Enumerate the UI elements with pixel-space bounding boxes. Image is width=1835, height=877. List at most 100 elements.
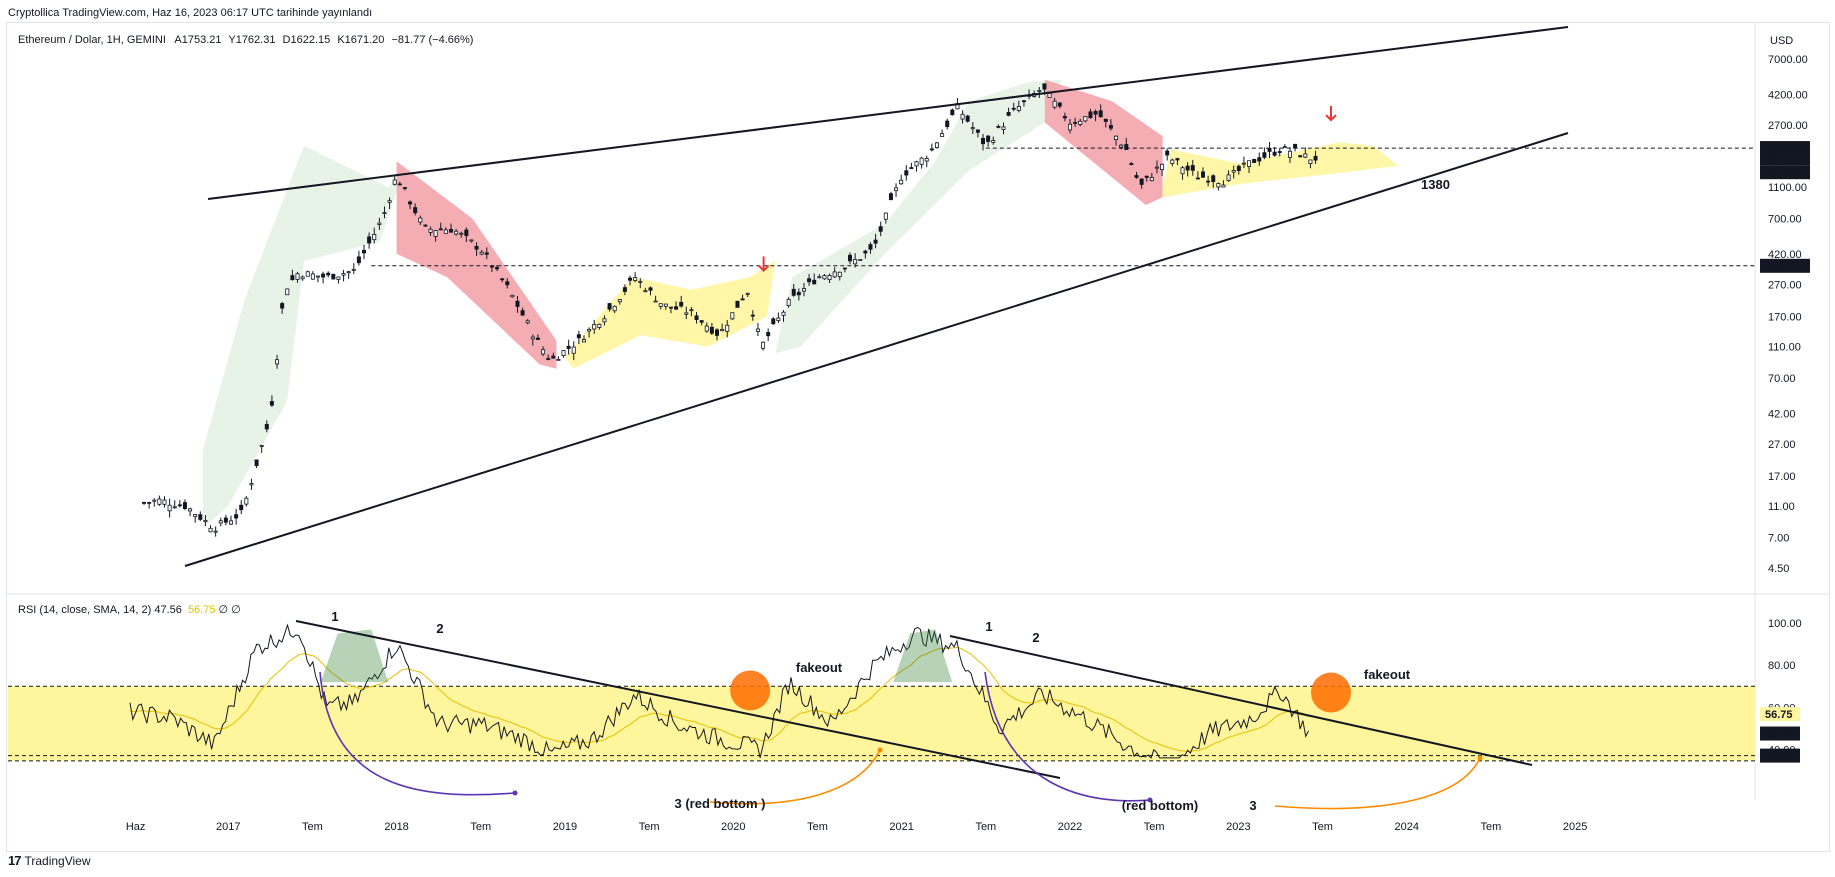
candle-body [382,212,387,214]
candle-body [280,303,285,309]
candle-body [684,312,689,315]
candle-body [1165,150,1170,156]
rsi-badge-label: 47.56 [1765,729,1793,741]
candle-body [1277,151,1282,153]
candle-body [597,323,602,328]
candle-body [167,504,172,512]
candle-body [709,326,714,334]
time-axis-tick: Haz [126,821,146,833]
candle-body [1021,100,1026,103]
candle-body [715,329,720,336]
bull-zone-2021 [775,79,1062,354]
candle-body [193,514,198,517]
candle-body [934,142,939,148]
candle-body [510,294,515,298]
rsi-badge-bg [1760,748,1800,763]
price-badge-4: 353.41 [1760,258,1810,273]
candle-body [720,328,725,332]
candle-body [658,303,663,307]
candle-body [1190,165,1195,171]
curved-arrow-icon-2 [709,747,883,805]
candle-body [1303,153,1308,158]
candle-body [525,320,530,324]
candle-body [218,520,223,524]
candle-body [1114,135,1119,140]
candle-body [566,345,571,349]
footer-brand: TradingView [24,853,91,868]
candle-body [367,236,372,244]
curved-arrow-icon-4 [1274,755,1483,810]
curved-arrow-path [709,749,881,805]
candle-body [725,324,730,332]
candle-body [464,229,469,237]
candle-body [842,267,847,270]
candle-body [689,309,694,312]
wedge-upper-trendline [207,26,1569,200]
candle-body [960,113,965,120]
candle-body [520,310,525,316]
price-axis-tick: 1100.00 [1768,182,1807,194]
rsi-badge-2: 47.56 [1760,726,1800,741]
candle-body [1287,150,1292,158]
candle-body [474,245,479,250]
candle-body [740,298,745,301]
price-axis-currency: USD [1770,35,1793,47]
candle-body [883,212,888,220]
candle-body [1093,111,1098,115]
rsi-axis-tick: 100.00 [1768,618,1802,630]
candle-body [1006,112,1011,116]
candle-body [177,504,182,507]
candle-body [837,271,842,277]
candle-body [970,127,975,130]
candle-body [945,120,950,128]
candle-body [249,483,254,486]
candle-body [372,233,377,241]
candle-body [244,497,249,505]
candle-body [495,267,500,270]
candle-body [679,301,684,307]
candle-body [157,498,162,505]
candle-body [1252,159,1257,163]
candle-body [213,530,218,533]
price-badge-label: 2d 18h [1765,167,1800,179]
price-badge-label: 353.41 [1765,261,1799,273]
candle-body [541,349,546,355]
candle-body [940,133,945,137]
candle-body [172,506,177,509]
fakeout-circle-1 [730,670,771,711]
price-axis-tick: 27.00 [1768,439,1796,451]
time-axis-tick: 2023 [1226,821,1250,833]
symbol-legend[interactable]: Ethereum / Dolar, 1H, GEMINI A1753.21 Y1… [18,34,473,46]
bear-zone-2022 [1044,79,1163,205]
close-value: K1671.20 [337,34,385,46]
candle-body [1144,175,1149,178]
rsi-peak-highlight-2 [893,629,953,683]
level-annotation-1380: 1380 [1421,177,1450,192]
candle-body [827,275,832,281]
candle-body [761,341,766,349]
candle-body [147,501,152,504]
candle-body [745,292,750,295]
candle-body [413,207,418,214]
candle-body [479,251,484,255]
candle-body [1124,144,1129,150]
candle-body [873,239,878,244]
price-axis-tick: 7.00 [1768,532,1789,544]
wedge-lower-trendline [184,132,1569,567]
candle-body [633,277,638,281]
high-value: Y1762.31 [228,34,276,46]
rsi-legend[interactable]: RSI (14, close, SMA, 14, 2) 47.56 56.75 … [18,603,241,616]
candle-body [832,271,837,278]
candle-body [505,281,510,286]
price-axis-tick: 110.00 [1768,342,1801,354]
low-value: D1622.15 [282,34,331,46]
candle-body [750,314,755,317]
rsi-ma-line [129,646,1309,752]
candle-body [397,183,402,186]
candle-body [489,265,494,268]
curved-arrow-path [319,671,516,796]
rsi-annotation-5: 1 [985,619,992,634]
time-axis-tick: 2025 [1563,821,1587,833]
candle-body [668,306,673,309]
